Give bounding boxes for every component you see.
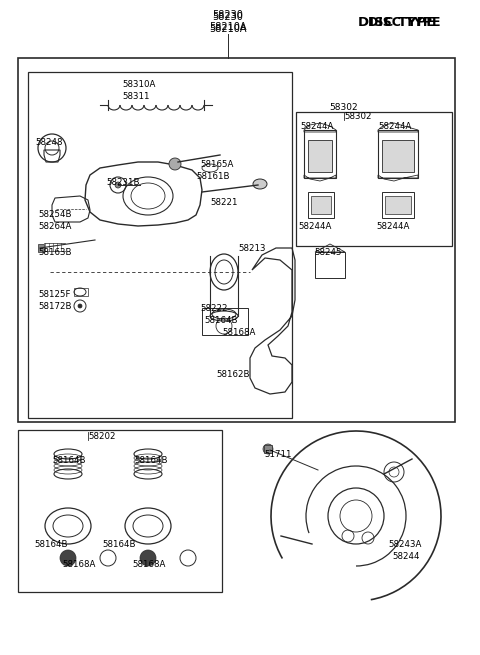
Circle shape [78, 304, 82, 308]
Bar [28, 72, 292, 418]
Bar [74, 288, 88, 296]
Text: 58164B: 58164B [52, 456, 85, 465]
Text: 58244A: 58244A [300, 122, 334, 131]
Text: DISC TYPE: DISC TYPE [358, 16, 435, 29]
Ellipse shape [253, 179, 267, 189]
Text: 58244A: 58244A [298, 222, 331, 231]
Text: 58161B: 58161B [196, 172, 229, 181]
Text: 58311: 58311 [122, 92, 149, 101]
Text: 58230: 58230 [213, 12, 243, 22]
Circle shape [60, 550, 76, 566]
Bar [296, 112, 452, 246]
Text: 58302: 58302 [330, 103, 358, 112]
Text: 58202: 58202 [88, 432, 116, 441]
Bar [264, 445, 272, 453]
Bar [304, 130, 336, 178]
Text: 58164B: 58164B [102, 540, 135, 549]
Text: 58231B: 58231B [106, 178, 140, 187]
Text: 58164B: 58164B [134, 456, 168, 465]
Text: 58165A: 58165A [200, 160, 233, 169]
Text: 58163B: 58163B [38, 248, 72, 257]
Text: 58230: 58230 [213, 10, 243, 20]
Circle shape [140, 550, 156, 566]
Bar [308, 140, 332, 172]
Bar [382, 192, 414, 218]
Bar [202, 308, 248, 335]
Text: 58264A: 58264A [38, 222, 72, 231]
Text: 58248: 58248 [35, 138, 62, 147]
Bar [382, 140, 414, 172]
Text: 58125F: 58125F [38, 290, 71, 299]
Circle shape [263, 444, 273, 454]
Polygon shape [38, 244, 44, 252]
Bar [18, 58, 455, 422]
Text: 58222: 58222 [200, 304, 228, 313]
Text: 58302: 58302 [344, 112, 372, 121]
Bar [315, 252, 345, 278]
Circle shape [169, 158, 181, 170]
Text: 58164B: 58164B [204, 316, 238, 325]
Text: 58244: 58244 [392, 552, 420, 561]
Bar [385, 196, 411, 214]
Text: 58210A: 58210A [209, 22, 247, 32]
Text: 58168A: 58168A [132, 560, 166, 569]
Text: 58245: 58245 [314, 248, 341, 257]
Text: 58244A: 58244A [376, 222, 409, 231]
Text: 58210A: 58210A [209, 24, 247, 34]
Text: 51711: 51711 [264, 450, 291, 459]
Circle shape [115, 182, 121, 188]
Text: 58254B: 58254B [38, 210, 72, 219]
Text: 58172B: 58172B [38, 302, 72, 311]
Text: 58213: 58213 [238, 244, 265, 253]
Text: 58310A: 58310A [122, 80, 156, 89]
Text: 58168A: 58168A [62, 560, 96, 569]
Text: 58243A: 58243A [388, 540, 421, 549]
Text: 58168A: 58168A [222, 328, 255, 337]
Text: 58244A: 58244A [378, 122, 411, 131]
Text: DISC TYPE: DISC TYPE [368, 16, 440, 29]
Bar [378, 130, 418, 178]
Text: 58162B: 58162B [216, 370, 250, 379]
Text: 58164B: 58164B [34, 540, 68, 549]
Text: 58221: 58221 [210, 198, 238, 207]
Bar [311, 196, 331, 214]
Bar [18, 430, 222, 592]
Bar [308, 192, 334, 218]
